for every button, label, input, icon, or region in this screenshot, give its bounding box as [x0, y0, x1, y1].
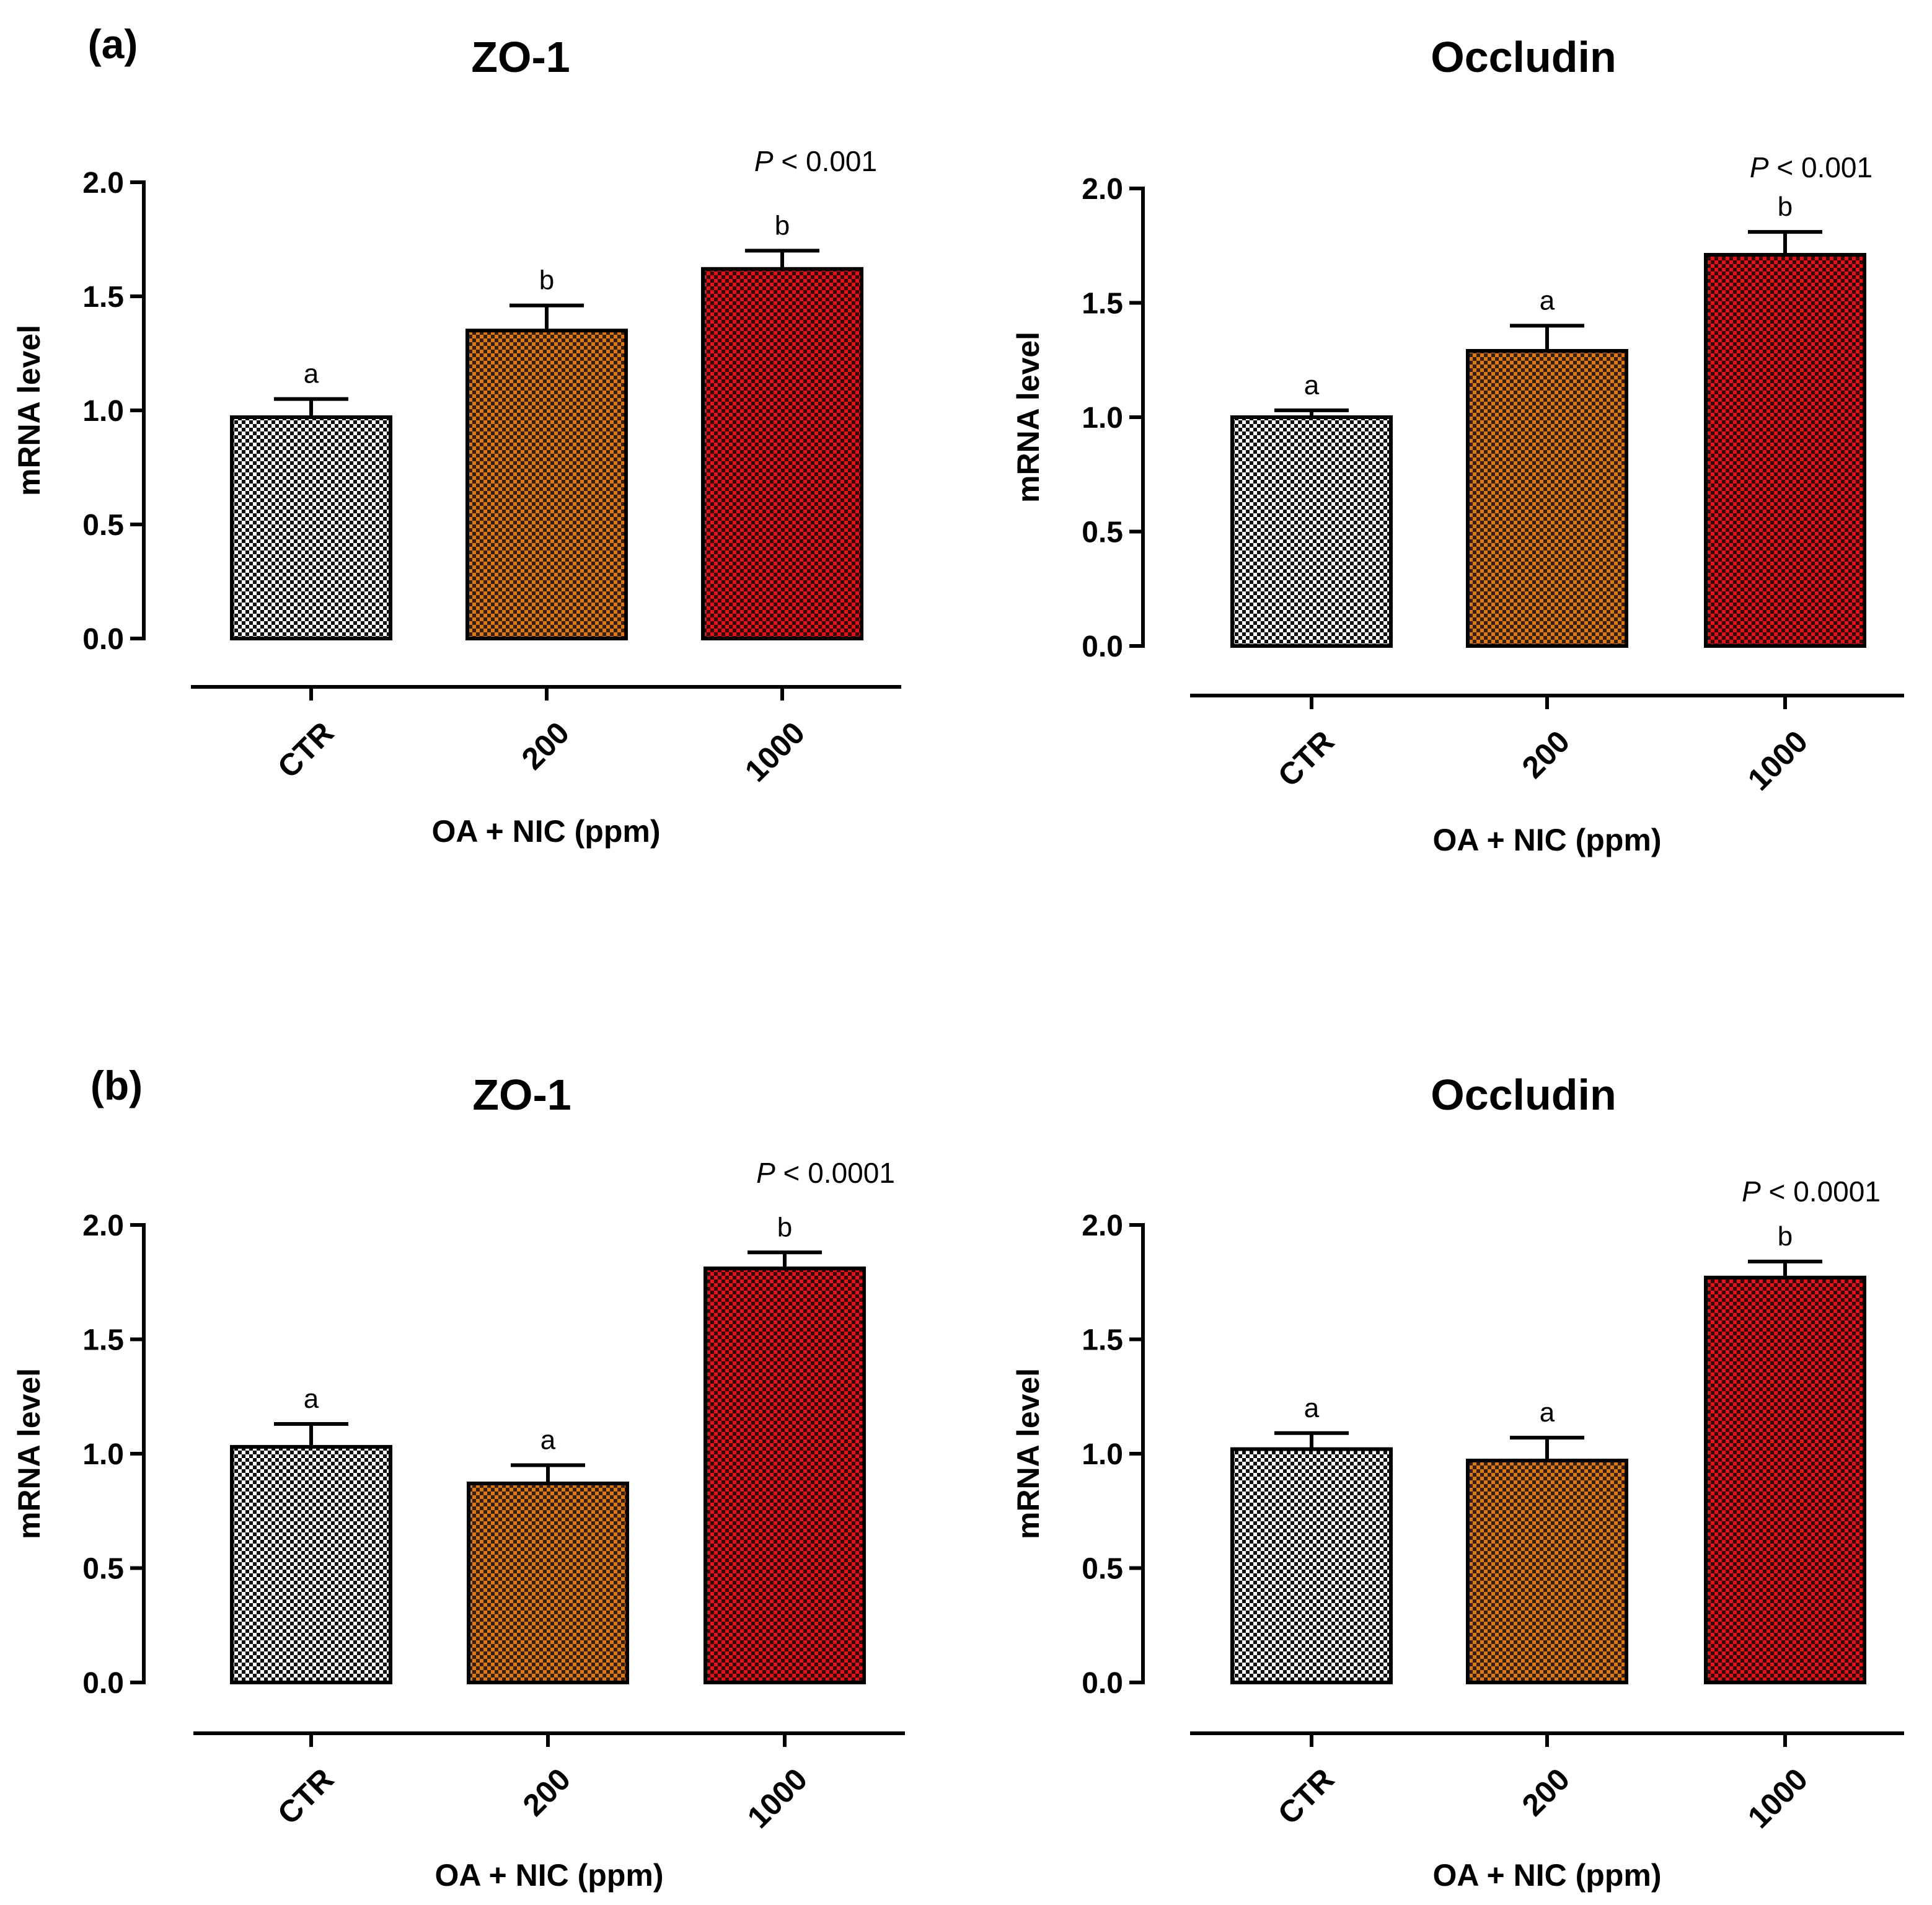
significance-letter: b [775, 210, 790, 241]
x-axis-title: OA + NIC (ppm) [1433, 823, 1662, 857]
p-value-label: P < 0.0001 [756, 1157, 895, 1189]
p-symbol: P [756, 1157, 775, 1189]
p-text: < 0.0001 [1761, 1175, 1881, 1208]
p-value-label: P < 0.001 [754, 145, 877, 177]
y-tick-label: 1.5 [82, 1324, 124, 1357]
bar-200 [467, 1481, 629, 1684]
p-value-label: P < 0.001 [1750, 151, 1872, 183]
y-tick-label: 1.5 [1082, 288, 1123, 320]
chart-title: ZO-1 [472, 1071, 571, 1119]
y-tick-label: 1.0 [1082, 1438, 1123, 1471]
significance-letter: a [1304, 1393, 1320, 1423]
panels: (a) ZO-1 P < 0.001 0.0 0.5 1.0 1.5 2.0 mRNA leve… [12, 21, 1904, 1893]
y-tick-label: 1.0 [1082, 402, 1123, 435]
y-tick-label: 1.5 [1082, 1324, 1123, 1357]
significance-letter: a [540, 1425, 556, 1455]
x-tick-label: CTR [1271, 1762, 1341, 1831]
y-tick-label: 1.0 [82, 1438, 124, 1471]
x-axis-title: OA + NIC (ppm) [435, 1858, 664, 1893]
y-tick-label: 0.5 [1082, 1553, 1123, 1586]
significance-letter: b [1778, 1221, 1793, 1252]
y-axis-title: mRNA level [1011, 332, 1046, 503]
x-axis-title: OA + NIC (ppm) [1433, 1858, 1662, 1893]
panel-label: (b) [90, 1063, 143, 1108]
p-value-label: P < 0.0001 [1742, 1175, 1881, 1208]
significance-letter: b [777, 1212, 792, 1242]
x-tick-label: CTR [1271, 724, 1341, 793]
bar-1000 [701, 267, 863, 640]
x-tick-label: CTR [271, 715, 340, 785]
p-text: < 0.0001 [775, 1157, 895, 1189]
chart-title: Occludin [1431, 33, 1616, 81]
p-text: < 0.001 [774, 145, 878, 177]
bar-ctr [230, 415, 392, 640]
panel-label: (a) [88, 21, 138, 67]
x-tick-label: 200 [516, 1762, 578, 1823]
significance-letter: a [304, 359, 319, 389]
p-symbol: P [754, 145, 774, 177]
significance-letter: a [304, 1384, 319, 1414]
x-axis-title: OA + NIC (ppm) [432, 814, 661, 849]
bar-ctr [1230, 415, 1393, 648]
bar-1000 [1704, 1275, 1866, 1685]
y-axis-title: mRNA level [12, 1368, 46, 1539]
y-axis-title: mRNA level [1011, 1368, 1046, 1539]
y-axis-title: mRNA level [12, 325, 46, 496]
y-tick-label: 0.0 [82, 1667, 124, 1700]
x-tick-label: 200 [1515, 724, 1577, 785]
y-tick-label: 2.0 [1082, 173, 1123, 206]
y-tick-label: 1.5 [82, 281, 124, 314]
p-symbol: P [1750, 151, 1769, 183]
significance-letter: a [1540, 1397, 1555, 1428]
significance-letter: b [539, 265, 554, 296]
chart-panel: (a) ZO-1 P < 0.001 0.0 0.5 1.0 1.5 2.0 mRNA leve… [12, 21, 901, 849]
bar-1000 [704, 1266, 866, 1684]
x-tick-label: 200 [1515, 1762, 1577, 1823]
bar-1000 [1704, 253, 1866, 648]
significance-letter: a [1540, 285, 1555, 316]
y-tick-label: 0.0 [1082, 1667, 1123, 1700]
y-tick-label: 2.0 [82, 167, 124, 200]
p-symbol: P [1742, 1175, 1761, 1208]
y-tick-label: 0.5 [82, 509, 124, 542]
significance-letter: b [1778, 192, 1793, 222]
x-tick-label: 1000 [1741, 724, 1814, 797]
p-text: < 0.001 [1769, 151, 1873, 183]
y-tick-label: 0.0 [1082, 630, 1123, 663]
y-tick-label: 0.5 [82, 1553, 124, 1586]
significance-letter: a [1304, 370, 1320, 400]
y-tick-label: 1.0 [82, 395, 124, 428]
bar-ctr [1230, 1447, 1393, 1685]
chart-panel: (b) ZO-1 P < 0.0001 0.0 0.5 1.0 1.5 2.0 mRNA lev… [12, 1063, 905, 1893]
bar-ctr [230, 1444, 392, 1684]
chart-title: ZO-1 [471, 33, 570, 81]
y-tick-label: 0.0 [82, 623, 124, 656]
x-tick-label: 1000 [1741, 1762, 1814, 1835]
chart-panel: Occludin P < 0.001 0.0 0.5 1.0 1.5 2.0 mRNA lev… [1011, 33, 1904, 857]
y-tick-label: 2.0 [1082, 1209, 1123, 1242]
y-tick-label: 2.0 [82, 1209, 124, 1242]
x-tick-label: CTR [271, 1762, 340, 1831]
x-tick-label: 200 [515, 715, 576, 777]
bar-200 [465, 329, 628, 640]
bar-200 [1466, 348, 1628, 648]
chart-title: Occludin [1431, 1071, 1616, 1119]
bar-200 [1466, 1459, 1628, 1685]
y-tick-label: 0.5 [1082, 516, 1123, 549]
x-tick-label: 1000 [738, 715, 811, 789]
chart-panel: Occludin P < 0.0001 0.0 0.5 1.0 1.5 2.0 mRNA le… [1011, 1071, 1904, 1893]
x-tick-label: 1000 [741, 1762, 814, 1835]
